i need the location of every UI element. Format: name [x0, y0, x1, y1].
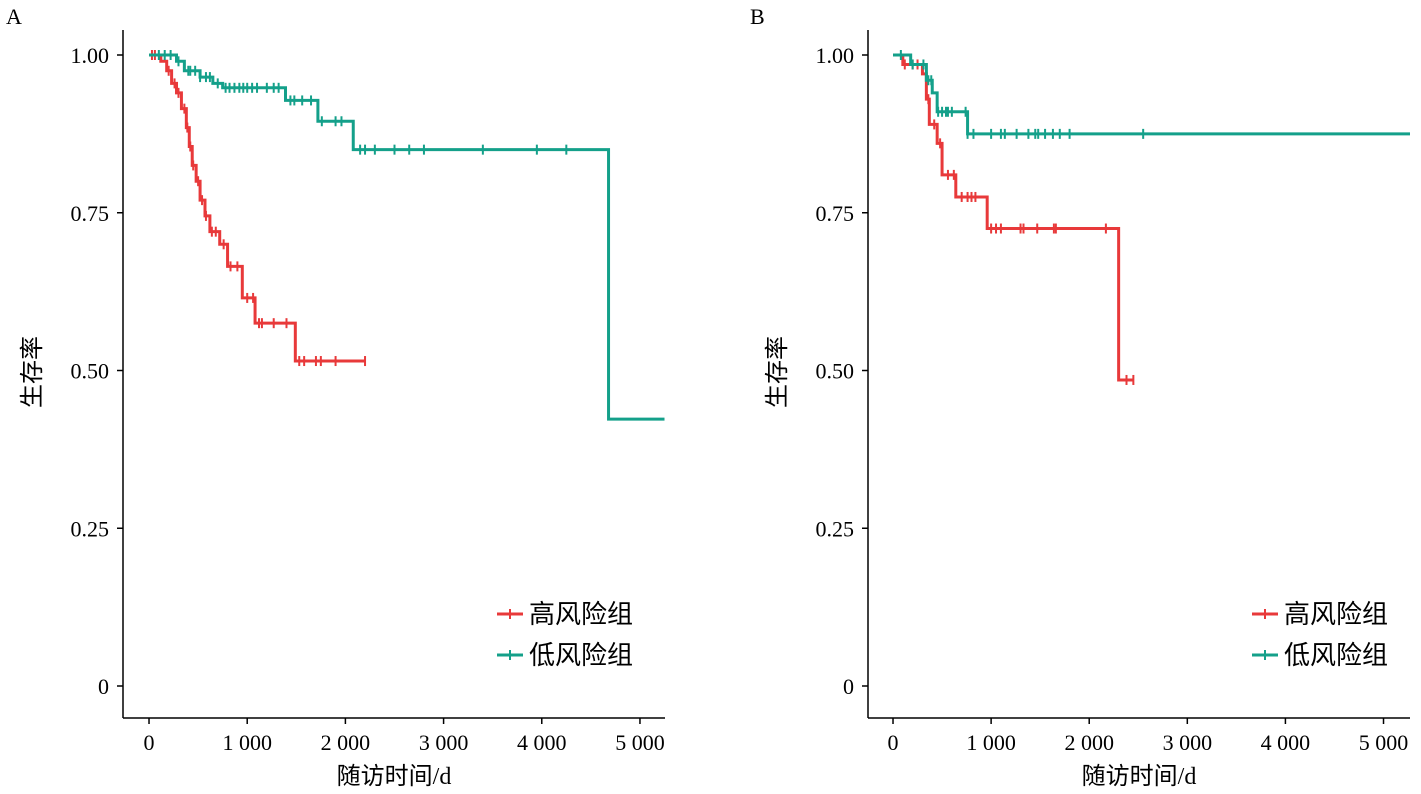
x-tick-label: 2 000	[321, 730, 371, 755]
y-axis-label: 生存率	[19, 336, 46, 408]
x-tick-label: 5 000	[615, 730, 665, 755]
legend-item: 低风险组	[497, 641, 633, 670]
panel-A: A 0 0.25 0.50 0.75 1.00 0 1 000 2 000 3 000 4 000 5…	[6, 4, 665, 790]
x-tick-label: 5 000	[1359, 730, 1409, 755]
series-high-risk	[149, 50, 367, 367]
y-tick-label: 0.50	[816, 359, 855, 384]
x-tick-label: 1 000	[966, 730, 1016, 755]
legend-label: 高风险组	[1284, 600, 1388, 629]
x-tick-label: 4 000	[517, 730, 567, 755]
y-tick-label: 0.75	[816, 201, 855, 226]
series-low-risk	[893, 50, 1410, 139]
x-tick-label: 0	[144, 730, 155, 755]
x-tick-label: 3 000	[1163, 730, 1213, 755]
y-tick-label: 1.00	[71, 43, 110, 68]
legend-item: 高风险组	[497, 600, 633, 629]
survival-curve	[149, 53, 665, 421]
y-tick-label: 0	[843, 674, 854, 699]
x-tick-label: 2 000	[1064, 730, 1114, 755]
x-tick-label: 0	[888, 730, 899, 755]
y-tick-label: 0	[98, 674, 109, 699]
panel-label: B	[750, 4, 765, 29]
panel-label: A	[6, 4, 22, 29]
x-tick-label: 1 000	[222, 730, 272, 755]
legend-label: 低风险组	[1284, 641, 1388, 670]
legend-label: 高风险组	[529, 600, 633, 629]
x-axis-label: 随访时间/d	[1082, 763, 1197, 790]
legend-item: 高风险组	[1252, 600, 1388, 629]
y-tick-label: 0.25	[816, 516, 855, 541]
x-tick-label: 3 000	[419, 730, 469, 755]
y-tick-label: 1.00	[816, 43, 855, 68]
y-axis-label: 生存率	[764, 336, 791, 408]
y-tick-label: 0.25	[71, 516, 110, 541]
legend-label: 低风险组	[529, 641, 633, 670]
y-tick-label: 0.75	[71, 201, 110, 226]
x-axis-label: 随访时间/d	[337, 763, 452, 790]
x-tick-label: 4 000	[1261, 730, 1311, 755]
survival-curve	[893, 53, 1410, 136]
survival-curve	[149, 53, 366, 363]
series-low-risk	[149, 50, 665, 421]
panel-B: B 0 0.25 0.50 0.75 1.00 0 1 000 2 000 3 000 4 000 5…	[750, 4, 1410, 790]
legend-item: 低风险组	[1252, 641, 1388, 670]
series-high-risk	[893, 53, 1135, 385]
y-tick-label: 0.50	[71, 359, 110, 384]
